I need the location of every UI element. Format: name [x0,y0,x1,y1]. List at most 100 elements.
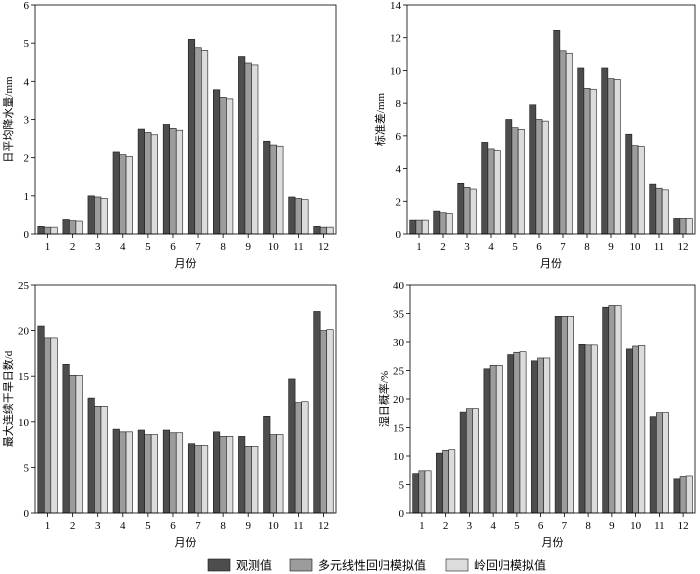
chart-4-bar-observed-month-5 [507,354,515,514]
chart-3-ytick-label: 5 [24,462,30,474]
chart-4-xtick-label: 10 [630,520,642,532]
chart-4-xtick-label: 11 [654,520,665,532]
chart-2-xtick-label: 7 [560,241,566,253]
chart-1-bar-mlr-month-7 [194,47,202,235]
chart-1-ytick-label: 1 [24,191,30,203]
chart-3-bar-mlr-month-11 [294,402,302,514]
chart-2-bar-mlr-month-8 [583,88,591,235]
chart-1-x-axis-title: 月份 [175,257,197,270]
chart-4-bar-observed-month-9 [602,306,610,514]
chart-1-bar-observed-month-5 [137,128,145,235]
chart-4-bar-observed-month-1 [412,473,420,514]
chart-3-y-axis-title: 最大连续干旱日数/d [1,350,15,447]
chart-2-bar-observed-month-2 [433,210,441,235]
chart-1-bar-mlr-month-12 [319,226,328,235]
chart-2-bar-ridge-month-10 [637,146,645,235]
chart-1-xtick-label: 9 [245,241,251,253]
chart-2-plot-frame [406,4,696,235]
chart-3-ytick-label: 0 [24,508,30,520]
chart-4-bar-ridge-month-4 [495,365,503,514]
chart-2-bar-ridge-month-1 [421,219,429,235]
legend-swatch-observed [207,558,231,572]
chart-1-xtick-label: 12 [318,241,329,253]
chart-2-bar-mlr-month-3 [463,187,471,235]
chart-3-bar-observed-month-6 [162,429,170,514]
chart-4-bar-observed-month-3 [459,411,467,514]
chart-4-xtick-label: 5 [514,520,520,532]
chart-3-xtick-label: 12 [318,520,329,532]
chart-2-bar-mlr-month-5 [511,127,519,235]
chart-3-ytick-label: 10 [18,417,30,429]
chart-4-bar-observed-month-11 [649,416,657,514]
chart-4-bar-ridge-month-11 [662,412,669,514]
chart-3-bar-ridge-month-10 [276,434,284,514]
chart-2-xtick-label: 3 [464,241,470,253]
chart-3-bar-mlr-month-12 [319,330,328,514]
chart-4-bar-mlr-month-10 [632,345,640,514]
chart-1-bar-mlr-month-3 [94,196,102,235]
chart-1-bar-ridge-month-6 [175,129,184,235]
chart-4-bar-ridge-month-5 [519,351,527,514]
chart-1-bar-observed-month-10 [263,140,271,235]
chart-3-xtick-label: 10 [268,520,280,532]
chart-2-xtick-label: 4 [488,241,494,253]
chart-1-ytick-label: 3 [24,115,30,127]
chart-3-bar-mlr-month-4 [119,431,127,514]
chart-4-bar-observed-month-12 [673,478,681,514]
chart-3-xtick-label: 7 [195,520,201,532]
chart-3-bar-mlr-month-10 [269,434,277,514]
chart-4-x-axis-title: 月份 [542,536,564,549]
chart-3-bar-mlr-month-5 [144,434,152,514]
chart-2-bar-mlr-month-4 [487,148,495,235]
chart-1-xtick-label: 8 [220,241,226,253]
chart-4-xtick-label: 2 [443,520,449,532]
chart-1-bar-observed-month-12 [313,226,321,235]
chart-4-bar-observed-month-8 [578,343,586,514]
chart-2-bar-mlr-month-7 [559,50,567,235]
chart-4-bar-ridge-month-7 [567,316,574,514]
chart-2-bar-observed-month-6 [529,104,537,235]
chart-2-bar-mlr-month-11 [655,187,663,235]
chart-1-ytick-label: 4 [24,76,30,88]
chart-1-bar-ridge-month-8 [226,98,234,235]
chart-2-bar-ridge-month-11 [661,189,669,235]
chart-3-bar-observed-month-11 [288,378,296,514]
chart-3-xtick-label: 3 [95,520,101,532]
chart-2-ytick-label: 2 [396,196,402,208]
chart-2-bar-observed-month-4 [481,142,489,235]
chart-1-bar-ridge-month-12 [326,226,334,235]
chart-2-bar-mlr-month-9 [607,78,615,235]
chart-1-bar-ridge-month-7 [201,50,209,235]
chart-2-ytick-label: 8 [396,98,402,110]
chart-4-xtick-label: 7 [562,520,568,532]
chart-3-bar-observed-month-8 [213,431,221,514]
chart-3-bar-ridge-month-8 [226,436,234,514]
chart-1-bar-mlr-month-9 [244,62,252,235]
chart-2-bar-observed-month-8 [577,67,585,235]
chart-2-xtick-label: 9 [608,241,614,253]
chart-2-bar-ridge-month-12 [685,218,693,235]
chart-4-ytick-label: 25 [393,366,405,378]
chart-3-bar-ridge-month-4 [125,431,133,514]
chart-3-ytick-label: 25 [18,280,30,292]
chart-3-bar-observed-month-5 [137,429,145,514]
chart-1-bar-observed-month-8 [213,89,221,235]
chart-4-bar-observed-month-4 [483,368,491,514]
chart-4-ytick-label: 40 [393,280,405,292]
chart-3-xtick-label: 1 [45,520,51,532]
chart-2-xtick-label: 8 [584,241,590,253]
chart-1-bar-observed-month-7 [187,39,196,235]
chart-3-ytick-label: 20 [18,326,30,338]
chart-2-xtick-label: 10 [630,241,642,253]
chart-2-bar-mlr-month-12 [679,218,687,235]
chart-3-bar-observed-month-12 [313,311,321,514]
chart-3-bar-ridge-month-2 [75,374,83,514]
chart-4-ytick-label: 5 [399,480,405,492]
chart-4-bar-ridge-month-10 [638,345,646,514]
chart-3-bar-mlr-month-3 [94,405,102,514]
chart-4-bar-ridge-month-6 [543,357,551,514]
chart-2-bar-ridge-month-5 [517,129,525,235]
chart-1-xtick-label: 4 [120,241,126,253]
